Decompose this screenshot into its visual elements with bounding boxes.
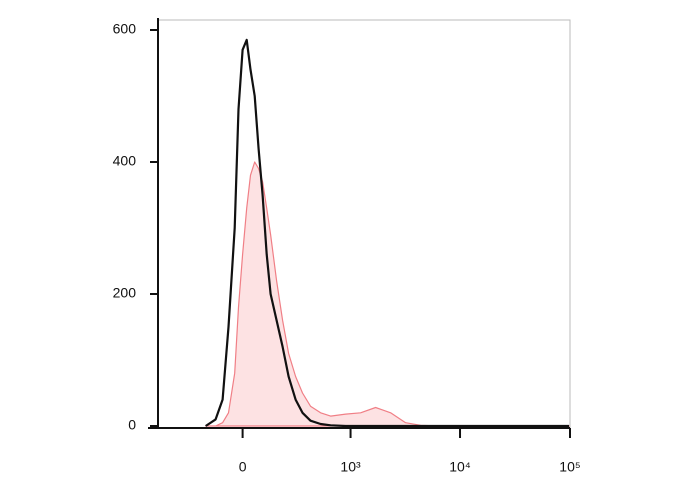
- x-tick-label: 10⁵: [559, 459, 580, 475]
- y-tick-label: 400: [113, 153, 137, 169]
- plot-frame: [157, 19, 571, 429]
- x-tick-label: 10⁴: [449, 459, 471, 475]
- histogram-area: [205, 161, 570, 427]
- y-tick-label: 600: [113, 21, 137, 37]
- x-tick-label: 10³: [340, 459, 361, 475]
- y-tick-label: 200: [113, 285, 137, 301]
- histogram-line: [205, 38, 569, 428]
- x-tick-label: 0: [239, 459, 247, 475]
- y-tick-label: 0: [128, 417, 136, 433]
